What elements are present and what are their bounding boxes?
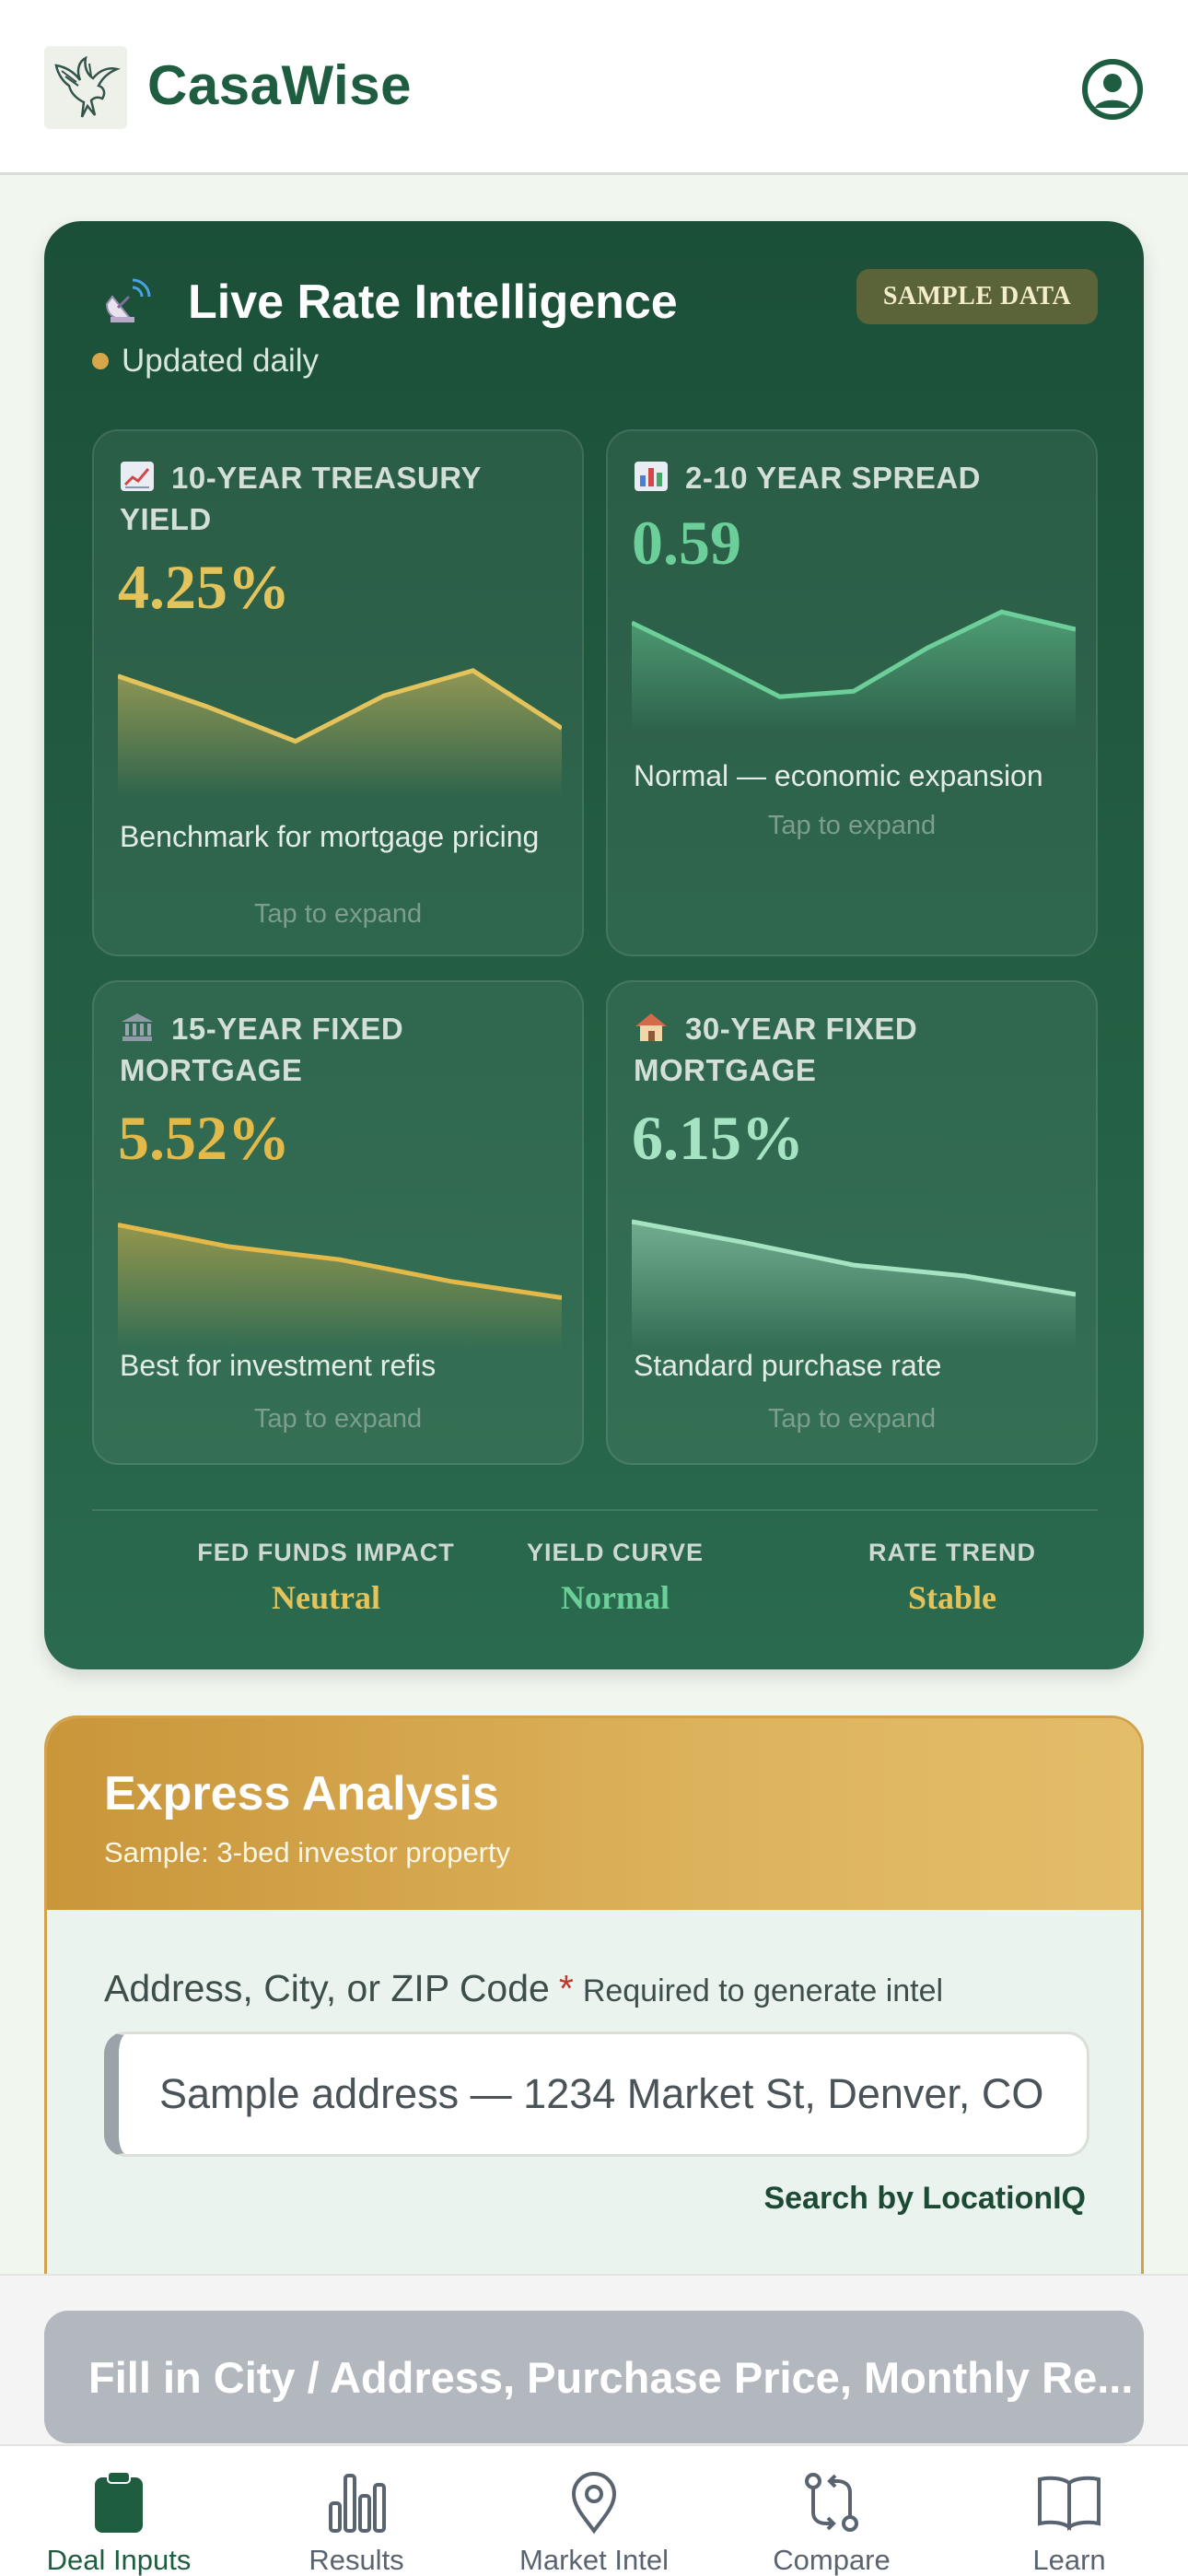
updated-status: Updated daily xyxy=(92,343,319,380)
tab-deal-inputs[interactable]: Deal Inputs xyxy=(0,2446,238,2576)
indicator-yield-curve: YIELD CURVE Normal xyxy=(526,1539,705,1616)
book-icon xyxy=(1038,2476,1101,2531)
sparkline-area xyxy=(632,1221,1076,1349)
rate-title: Live Rate Intelligence xyxy=(188,275,678,329)
tile-value: 4.25% xyxy=(118,552,290,622)
trend-sparkline xyxy=(632,1219,1076,1349)
eagle-logo-icon[interactable] xyxy=(44,46,127,129)
tile-description: Standard purchase rate xyxy=(634,1349,942,1382)
sample-data-badge: SAMPLE DATA xyxy=(856,269,1098,324)
bar-chart-icon xyxy=(634,461,669,492)
tap-to-expand-hint: Tap to expand xyxy=(253,899,423,929)
address-input[interactable] xyxy=(104,2032,1089,2157)
bank-icon xyxy=(120,1012,155,1043)
tap-to-expand-hint: Tap to expand xyxy=(253,1404,423,1434)
clipboard-icon xyxy=(95,2471,143,2533)
sparkline-area xyxy=(632,612,1076,732)
status-dot xyxy=(92,353,109,369)
tile-label: 15-YEAR FIXED MORTGAGE xyxy=(120,1012,404,1087)
bottom-tab-bar: Deal Inputs Results Market Intel Compare xyxy=(0,2444,1188,2576)
chart-up-icon xyxy=(120,461,155,492)
cta-bar: Fill in City / Address, Purchase Price, … xyxy=(0,2274,1188,2444)
updated-text: Updated daily xyxy=(122,343,320,379)
tile-value: 5.52% xyxy=(118,1103,290,1173)
sparkline-line xyxy=(632,609,1076,699)
tab-learn[interactable]: Learn xyxy=(950,2446,1188,2576)
rate-tile-2-10-spread[interactable]: 2-10 YEAR SPREAD 0.59 Normal — economic … xyxy=(606,429,1098,956)
sparkline-area xyxy=(118,670,562,798)
tab-market-intel[interactable]: Market Intel xyxy=(475,2446,713,2576)
express-title: Express Analysis xyxy=(104,1767,499,1821)
tile-value: 6.15% xyxy=(632,1103,804,1173)
tile-label: 2-10 YEAR SPREAD xyxy=(634,457,1076,498)
trend-sparkline xyxy=(118,668,562,798)
required-star: * xyxy=(558,1967,574,2009)
app-header: CasaWise xyxy=(0,0,1188,175)
rate-tile-30yr-fixed[interactable]: 30-YEAR FIXED MORTGAGE 6.15% Standard pu… xyxy=(606,980,1098,1465)
map-pin-icon xyxy=(571,2472,617,2535)
tab-results[interactable]: Results xyxy=(238,2446,475,2576)
address-field-label: Address, City, or ZIP Code * Required to g… xyxy=(104,1967,944,2009)
express-subtitle: Sample: 3-bed investor property xyxy=(104,1836,511,1868)
tile-description: Best for investment refis xyxy=(120,1349,437,1382)
house-icon xyxy=(634,1012,669,1043)
bar-chart-icon xyxy=(329,2474,386,2533)
tile-value: 0.59 xyxy=(632,508,741,578)
analyze-button[interactable]: Fill in City / Address, Purchase Price, … xyxy=(44,2311,1144,2443)
sparkline-line xyxy=(118,668,562,744)
indicator-fed-funds: FED FUNDS IMPACT Neutral xyxy=(197,1539,455,1616)
satellite-dish-icon xyxy=(101,276,151,326)
compare-arrows-icon xyxy=(805,2473,858,2532)
divider xyxy=(92,1509,1098,1511)
tile-description: Benchmark for mortgage pricing xyxy=(120,820,540,853)
required-hint: Required to generate intel xyxy=(582,1973,944,2008)
tile-description: Normal — economic expansion xyxy=(634,759,1043,792)
search-by-locationiq-link[interactable]: Search by LocationIQ xyxy=(763,2181,1086,2216)
express-header: Express Analysis Sample: 3-bed investor … xyxy=(47,1718,1141,1910)
tab-compare[interactable]: Compare xyxy=(713,2446,950,2576)
user-circle-icon[interactable] xyxy=(1080,57,1145,122)
tap-to-expand-hint: Tap to expand xyxy=(767,811,937,840)
sparkline-area xyxy=(118,1224,562,1349)
trend-sparkline xyxy=(632,609,1076,732)
rate-tile-10yr-treasury[interactable]: 10-YEAR TREASURY YIELD 4.25% Benchmark f… xyxy=(92,429,584,956)
tile-label: 10-YEAR TREASURY YIELD xyxy=(120,461,482,536)
indicator-rate-trend: RATE TREND Stable xyxy=(868,1539,1036,1616)
brand-name: CasaWise xyxy=(147,54,412,116)
rate-intelligence-card: Live Rate Intelligence SAMPLE DATA Updat… xyxy=(44,221,1144,1669)
tile-label: 30-YEAR FIXED MORTGAGE xyxy=(634,1012,918,1087)
sparkline-line xyxy=(632,1219,1076,1297)
tap-to-expand-hint: Tap to expand xyxy=(767,1404,937,1434)
trend-sparkline xyxy=(118,1222,562,1349)
rate-tile-15yr-fixed[interactable]: 15-YEAR FIXED MORTGAGE 5.52% Best for in… xyxy=(92,980,584,1465)
sparkline-line xyxy=(118,1222,562,1300)
